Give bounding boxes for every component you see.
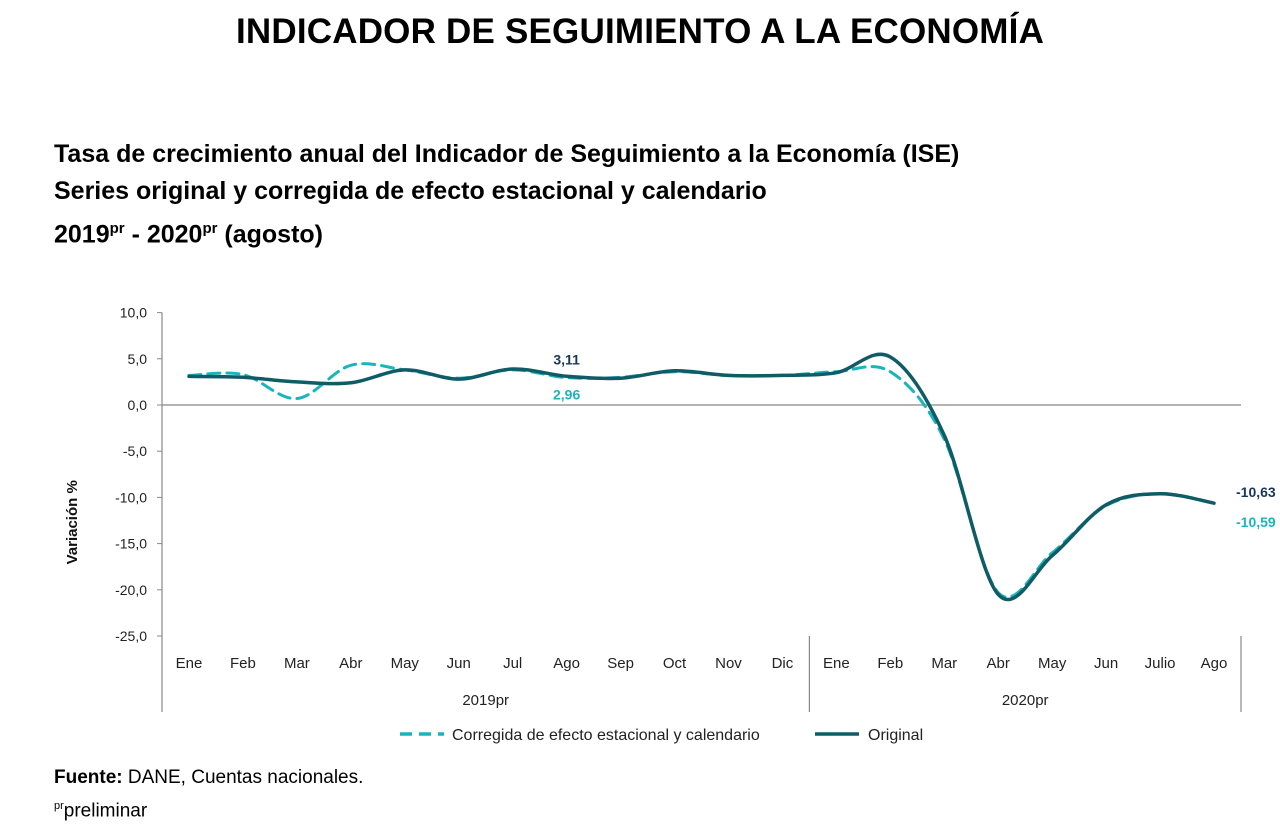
data-point — [187, 375, 190, 378]
data-point — [889, 370, 892, 373]
data-label: -10,63 — [1236, 484, 1276, 500]
data-point — [619, 377, 622, 380]
subtitle-period: (agosto) — [217, 220, 324, 249]
ise-line-chart: 10,0 5,0 0,0 -5,0 -10,0 -15,0 -20,0 -25,0 Variac… — [64, 305, 1276, 744]
y-tick-label: -15,0 — [115, 536, 147, 552]
x-tick-label: Mar — [284, 655, 310, 672]
y-tick-label: 5,0 — [128, 351, 148, 367]
data-point — [781, 374, 784, 377]
x-tick-label: Sep — [607, 655, 634, 672]
subtitle-year-start: 2019 — [54, 220, 110, 249]
data-point — [241, 376, 244, 379]
series-line-original — [187, 352, 1216, 602]
data-label: -10,59 — [1236, 514, 1276, 530]
footer-note: prpreliminar — [54, 792, 363, 825]
subtitle-year-end: - 2020 — [124, 220, 203, 249]
x-group-label: 2019pr — [462, 692, 509, 709]
x-tick-label: Oct — [663, 655, 687, 672]
data-point — [1213, 502, 1216, 505]
chart-axes: 10,0 5,0 0,0 -5,0 -10,0 -15,0 -20,0 -25,0 Variac… — [64, 305, 1242, 712]
data-point — [1105, 503, 1108, 506]
y-tick-label: -10,0 — [115, 489, 147, 505]
x-tick-label: Feb — [877, 655, 903, 672]
y-tick-label: 0,0 — [128, 397, 148, 413]
footer-source-text: DANE, Cuentas nacionales. — [122, 767, 364, 788]
chart-series — [187, 352, 1216, 602]
x-tick-label: Mar — [931, 655, 957, 672]
data-point — [295, 397, 298, 400]
data-label: 2,96 — [553, 387, 580, 403]
x-tick-label: Feb — [230, 655, 256, 672]
main-title: INDICADOR DE SEGUIMIENTO A LA ECONOMÍA — [235, 12, 1045, 51]
footer-source-label: Fuente: — [54, 767, 123, 788]
subtitle-line-2: Series original y corregida de efecto es… — [54, 177, 767, 205]
x-tick-label: Jun — [447, 655, 471, 672]
data-point — [943, 434, 946, 437]
data-point — [403, 368, 406, 371]
series-line-corregida — [187, 362, 1216, 599]
data-point — [511, 367, 514, 370]
chart-legend: Corregida de efecto estacional y calenda… — [400, 727, 923, 744]
subtitle-line-1: Tasa de crecimiento anual del Indicador … — [54, 140, 960, 168]
y-tick-label: 10,0 — [120, 305, 147, 321]
footer-note-sup: pr — [54, 800, 64, 812]
data-point — [997, 593, 1000, 596]
x-tick-label: Ene — [176, 655, 203, 672]
x-group-label: 2020pr — [1002, 692, 1049, 709]
x-tick-label: Abr — [339, 655, 362, 672]
footer-note-text: preliminar — [63, 800, 148, 822]
data-point — [349, 381, 352, 384]
x-tick-label: Ago — [1201, 655, 1228, 672]
data-point — [673, 369, 676, 372]
chart-labels: 3,11 2,96 -10,63 -10,59 — [553, 351, 1276, 530]
y-tick-label: -20,0 — [115, 582, 147, 598]
data-point — [457, 378, 460, 381]
x-tick-label: Dic — [772, 655, 794, 672]
data-point — [1159, 492, 1162, 495]
subtitle-sup-2: pr — [202, 220, 218, 237]
x-tick-label: May — [391, 655, 420, 672]
x-tick-label: Ago — [553, 655, 580, 672]
y-axis-title: Variación % — [64, 480, 81, 564]
legend-label: Corregida de efecto estacional y calenda… — [452, 727, 760, 744]
data-point — [835, 371, 838, 374]
subtitle-line-3: 2019pr - 2020pr (agosto) — [54, 210, 959, 253]
data-point — [889, 355, 892, 358]
x-tick-label: Jun — [1094, 655, 1118, 672]
data-point — [349, 364, 352, 367]
x-tick-label: Julio — [1145, 655, 1176, 672]
legend-label: Original — [868, 727, 923, 744]
data-point — [295, 380, 298, 383]
y-tick-label: -25,0 — [115, 628, 147, 644]
chart-footer: Fuente: DANE, Cuentas nacionales. prprel… — [54, 764, 363, 825]
data-point — [727, 374, 730, 377]
data-point — [1051, 554, 1054, 557]
data-label: 3,11 — [553, 351, 580, 367]
footer-source: Fuente: DANE, Cuentas nacionales. — [54, 764, 363, 792]
y-tick-label: -5,0 — [123, 443, 147, 459]
x-tick-label: Jul — [503, 655, 522, 672]
x-tick-label: Ene — [823, 655, 850, 672]
data-point — [565, 375, 568, 378]
subtitle-sup-1: pr — [109, 220, 125, 237]
x-tick-label: Abr — [987, 655, 1010, 672]
x-tick-label: Nov — [715, 655, 742, 672]
x-tick-label: May — [1038, 655, 1067, 672]
chart-subtitle: Tasa de crecimiento anual del Indicador … — [54, 136, 959, 253]
